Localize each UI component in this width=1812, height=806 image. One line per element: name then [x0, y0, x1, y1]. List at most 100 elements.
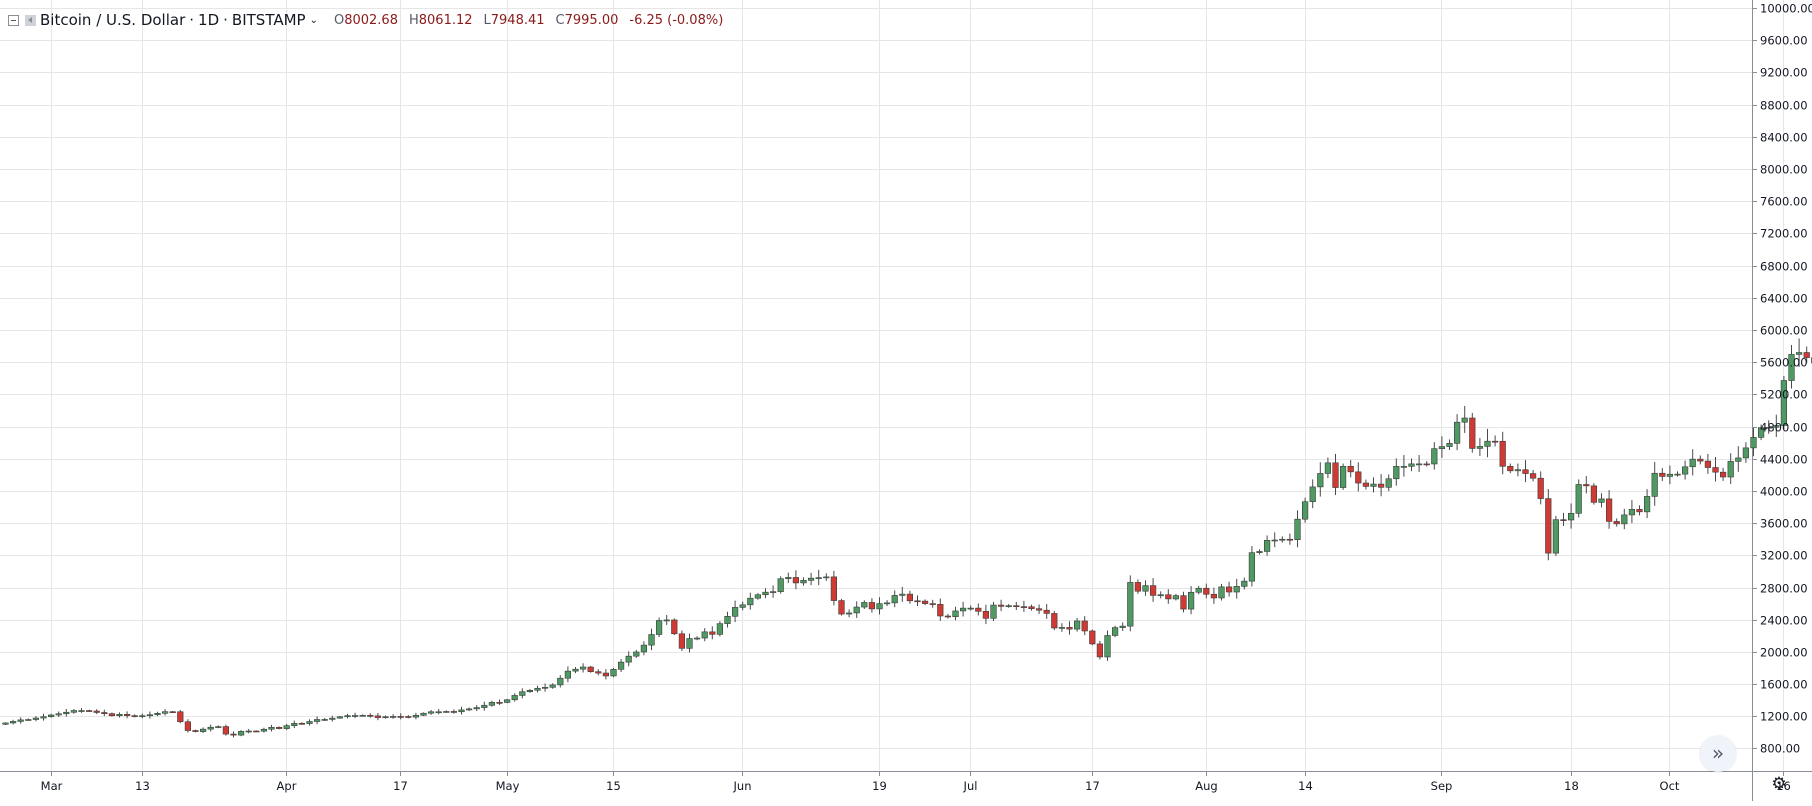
candle-down	[124, 714, 130, 715]
candle-up	[1318, 473, 1324, 486]
candle-down	[170, 712, 176, 713]
x-tick-label: Mar	[41, 779, 63, 793]
candle-up	[200, 729, 206, 731]
candle-up	[1386, 479, 1392, 488]
x-tick-label: 17	[1085, 779, 1100, 793]
candle-up	[1310, 487, 1316, 502]
candle-up	[1447, 443, 1453, 446]
x-tick-label: Oct	[1660, 779, 1680, 793]
candle-down	[603, 673, 609, 676]
candle-up	[1234, 586, 1240, 592]
candle-down	[1705, 461, 1711, 467]
candle-up	[48, 715, 54, 717]
candle-up	[512, 695, 518, 699]
candle-down	[930, 604, 936, 605]
candle-down	[1211, 594, 1217, 598]
candle-down	[1021, 607, 1027, 608]
candle-down	[1500, 441, 1506, 466]
candle-up	[1454, 422, 1460, 443]
candle-down	[1204, 588, 1210, 594]
candle-down	[938, 604, 944, 616]
candle-up	[611, 669, 617, 676]
candle-down	[1348, 466, 1354, 472]
candle-down	[1606, 499, 1612, 522]
candle-up	[854, 607, 860, 613]
candle-down	[596, 672, 602, 673]
candle-down	[1135, 582, 1141, 591]
y-tick-label: 9600.00	[1760, 34, 1808, 48]
candle-down	[1584, 484, 1590, 485]
candle-down	[132, 716, 138, 717]
candle-up	[216, 727, 222, 728]
open-value: 8002.68	[344, 13, 398, 28]
candle-up	[162, 712, 168, 714]
candle-down	[1492, 441, 1498, 442]
y-tick-label: 3600.00	[1760, 517, 1808, 531]
candle-up	[778, 579, 784, 592]
candle-up	[1128, 582, 1134, 626]
candle-down	[368, 715, 374, 716]
separator: ·	[223, 11, 228, 29]
candle-up	[1120, 626, 1126, 627]
gear-icon[interactable]: ⚙	[1768, 773, 1790, 795]
candle-up	[656, 621, 662, 635]
interval[interactable]: 1D	[198, 11, 219, 29]
candle-down	[1082, 621, 1088, 631]
candle-up	[421, 713, 427, 715]
candle-down	[497, 702, 503, 703]
candle-up	[413, 715, 419, 717]
candle-up	[56, 714, 62, 715]
candle-down	[1614, 521, 1620, 523]
candle-up	[770, 592, 776, 593]
candle-up	[117, 714, 123, 715]
candle-up	[383, 717, 389, 718]
candle-down	[299, 723, 305, 724]
candle-down	[831, 577, 837, 601]
candle-up	[1751, 437, 1757, 447]
symbol-title[interactable]: Bitcoin / U.S. Dollar	[40, 11, 185, 29]
x-tick-label: 13	[135, 779, 150, 793]
x-tick-label: Apr	[277, 779, 297, 793]
scroll-to-realtime-icon[interactable]: »	[1700, 736, 1736, 772]
candle-up	[1736, 458, 1742, 461]
candle-up	[877, 604, 883, 609]
candle-up	[1219, 587, 1225, 598]
candle-up	[1158, 595, 1164, 596]
candle-down	[1356, 472, 1362, 483]
candle-up	[140, 716, 146, 717]
candle-up	[1629, 509, 1635, 515]
candle-up	[18, 720, 24, 722]
y-tick-label: 8000.00	[1760, 163, 1808, 177]
candle-down	[1226, 587, 1232, 592]
candle-up	[1796, 353, 1802, 355]
x-tick-label: 18	[1564, 779, 1579, 793]
candle-down	[976, 608, 982, 611]
x-tick-label: Jun	[733, 779, 752, 793]
candle-up	[482, 705, 488, 707]
x-tick-label: 17	[393, 779, 408, 793]
y-tick-label: 7600.00	[1760, 195, 1808, 209]
candle-up	[1682, 467, 1688, 474]
candle-down	[451, 711, 457, 712]
candle-down	[1333, 463, 1339, 488]
candle-down	[1052, 613, 1058, 628]
candle-down	[223, 727, 229, 734]
candle-down	[672, 620, 678, 634]
candle-up	[808, 578, 814, 580]
collapse-icon[interactable]	[8, 15, 19, 26]
y-tick-label: 10000.00	[1760, 2, 1812, 16]
candle-up	[748, 598, 754, 605]
candle-up	[527, 690, 533, 691]
candle-up	[1690, 459, 1696, 467]
candle-down	[1067, 627, 1073, 629]
candle-down	[710, 632, 716, 634]
candle-up	[292, 723, 298, 725]
exchange[interactable]: BITSTAMP	[232, 11, 306, 29]
candle-down	[1166, 595, 1172, 599]
chevron-down-icon[interactable]: ⌄	[310, 15, 318, 26]
candle-up	[550, 685, 556, 687]
y-axis-labels: 800.001200.001600.002000.002400.002800.0…	[1760, 2, 1812, 756]
